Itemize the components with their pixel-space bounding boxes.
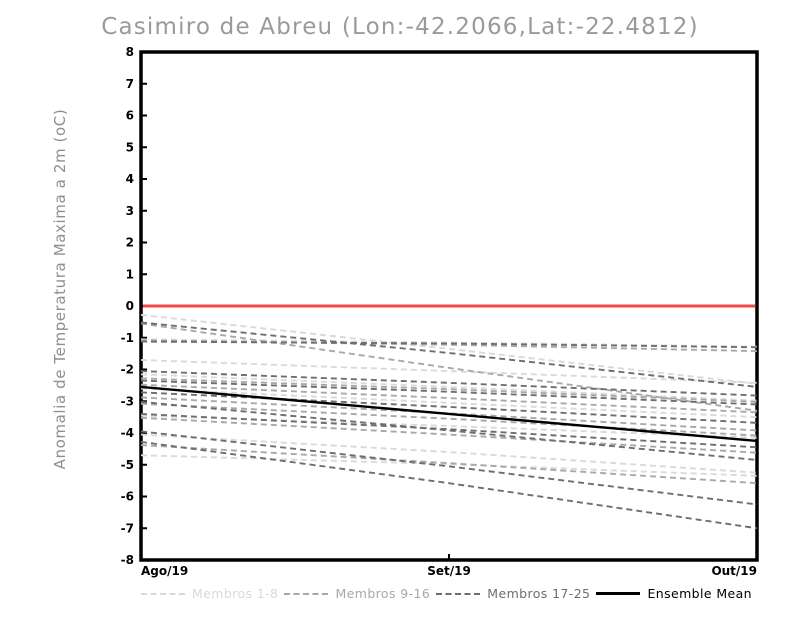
y-axis-tick-label: -1 [121,331,134,345]
chart-title: Casimiro de Abreu (Lon:-42.2066,Lat:-22.… [101,14,699,40]
y-axis-tick-label: 5 [126,140,134,154]
y-axis-tick-label: -6 [121,490,134,504]
member-line [140,321,758,388]
y-axis-tick-label: 1 [126,267,134,281]
member-line [140,359,758,384]
member-line [140,396,758,432]
member-line [140,413,758,449]
y-axis-tick-label: 8 [126,45,134,59]
chart-legend: Membros 1-8 Membros 9-16 Membros 17-25 E… [141,586,758,601]
legend-item-membros-1-8: Membros 1-8 [141,586,278,601]
y-axis-tick-label: 4 [126,172,134,186]
legend-item-membros-17-25: Membros 17-25 [436,586,590,601]
x-axis-tick-label: Set/19 [427,564,471,578]
member-line [140,313,758,385]
legend-label-membros-9-16: Membros 9-16 [335,586,431,601]
y-axis-tick-label: 0 [126,299,134,313]
member-line [140,377,758,403]
y-axis-tick-label: 7 [126,77,134,91]
y-axis-tick-label: -7 [121,521,134,535]
y-axis-tick-label: 6 [126,109,134,123]
member-line [140,444,758,485]
x-axis-tick-label: Ago/19 [141,564,188,578]
plot-frame [139,50,759,562]
legend-label-membros-17-25: Membros 17-25 [487,586,591,601]
y-axis-tick-label: -4 [121,426,134,440]
member-line [140,391,758,424]
member-line [140,379,758,406]
member-line [140,454,758,477]
legend-item-ensemble-mean: Ensemble Mean [596,586,752,601]
member-line [140,433,758,474]
legend-label-membros-1-8: Membros 1-8 [192,586,279,601]
legend-swatch-membros-1-8 [141,592,185,595]
y-axis-tick-label: -2 [121,363,134,377]
member-line [140,402,758,437]
member-line [140,373,758,402]
y-axis-tick-label: -3 [121,394,134,408]
y-axis-tick-label: -5 [121,458,134,472]
member-line [140,416,758,454]
legend-swatch-membros-9-16 [284,592,329,595]
legend-swatch-ensemble-mean [596,592,641,595]
legend-item-membros-9-16: Membros 9-16 [284,586,430,601]
y-axis-tick-label: 2 [126,236,134,250]
y-axis-tick-label: -8 [121,553,134,567]
member-line [140,387,758,419]
legend-swatch-membros-17-25 [436,592,481,595]
ensemble-mean-line [140,385,758,443]
member-line [140,430,758,506]
member-line [140,370,758,397]
member-line [140,322,758,412]
member-line [140,400,758,461]
member-line [140,383,758,414]
member-line [140,340,758,349]
legend-label-ensemble-mean: Ensemble Mean [647,586,752,601]
y-axis-tick-label: 3 [126,204,134,218]
member-line [140,440,758,530]
x-axis-tick-label: Out/19 [711,564,757,578]
